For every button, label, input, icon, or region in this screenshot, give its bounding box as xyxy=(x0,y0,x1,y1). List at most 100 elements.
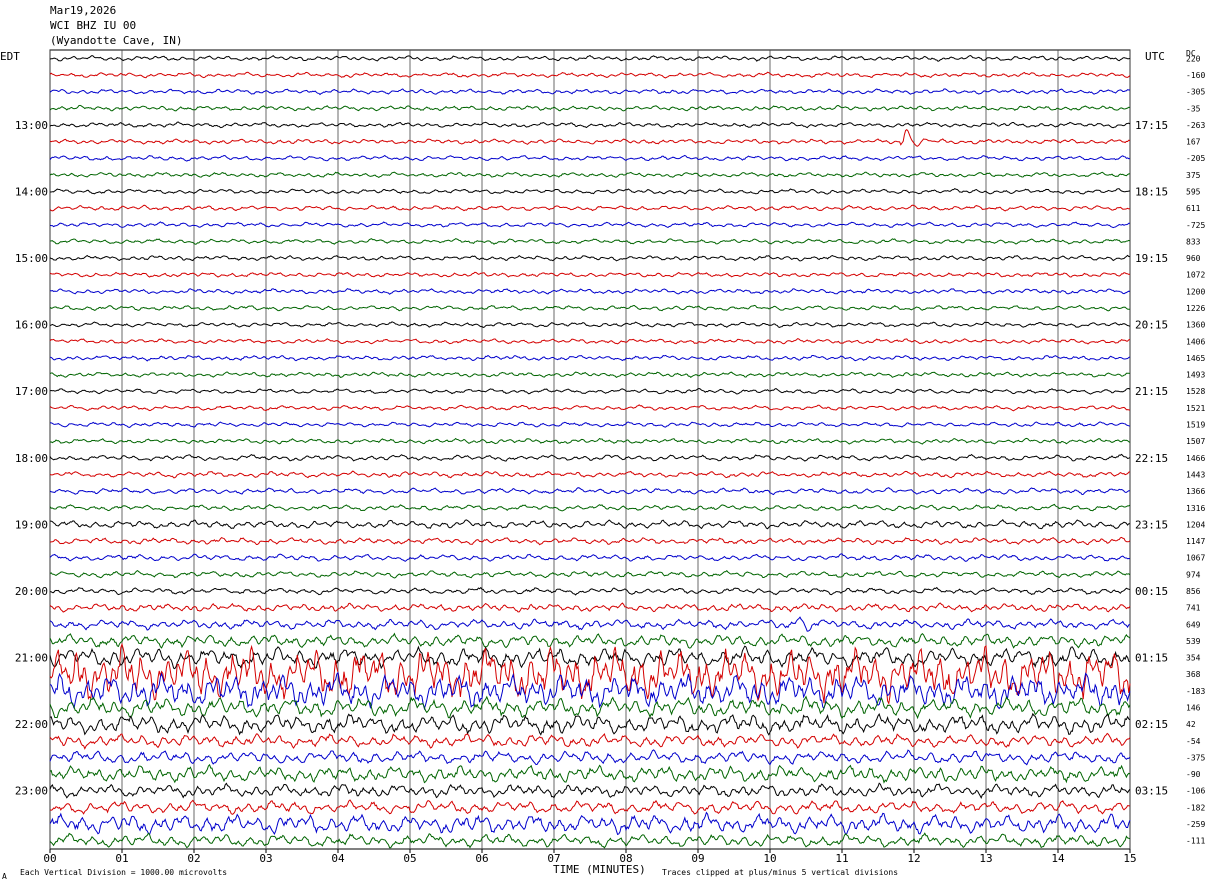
left-hour-label: 22:00 xyxy=(15,718,48,731)
dc-offset-label: 1466 xyxy=(1186,454,1205,463)
x-tick-label: 14 xyxy=(1051,852,1065,865)
dc-offset-label: -90 xyxy=(1186,770,1201,779)
seismic-trace xyxy=(49,749,1131,766)
dc-offset-header: DC xyxy=(1186,49,1196,58)
seismic-trace xyxy=(49,811,1131,836)
dc-offset-label: 649 xyxy=(1186,620,1201,629)
dc-offset-label: 856 xyxy=(1186,587,1201,596)
seismic-trace xyxy=(49,121,1131,129)
dc-offset-label: 167 xyxy=(1186,138,1201,147)
left-hour-label: 20:00 xyxy=(15,585,48,598)
dc-offset-label: 146 xyxy=(1186,704,1201,713)
dc-offset-label: 220 xyxy=(1186,54,1201,63)
seismic-trace xyxy=(49,799,1131,815)
dc-offset-label: 960 xyxy=(1186,254,1201,263)
seismic-trace xyxy=(49,88,1130,96)
left-timezone-label: EDT xyxy=(0,50,20,63)
seismic-trace xyxy=(49,221,1130,229)
seismic-trace xyxy=(50,519,1130,530)
dc-offset-label: 1507 xyxy=(1186,437,1205,446)
seismic-trace xyxy=(49,569,1131,579)
dc-offset-label: 595 xyxy=(1186,187,1201,196)
right-hour-label: 00:15 xyxy=(1135,585,1168,598)
x-tick-label: 06 xyxy=(475,852,488,865)
seismic-trace xyxy=(49,54,1131,62)
dc-offset-label: 1465 xyxy=(1186,354,1205,363)
scale-note: Each Vertical Division = 1000.00 microvo… xyxy=(20,868,228,877)
dc-offset-label: -259 xyxy=(1186,820,1205,829)
x-tick-label: 12 xyxy=(907,852,920,865)
right-hour-label: 03:15 xyxy=(1135,785,1168,798)
dc-offset-label: 368 xyxy=(1186,670,1201,679)
left-hour-label: 23:00 xyxy=(15,785,48,798)
dc-offset-label: 1528 xyxy=(1186,387,1205,396)
right-hour-label: 22:15 xyxy=(1135,452,1168,465)
dc-offset-label: 833 xyxy=(1186,237,1201,246)
right-hour-label: 19:15 xyxy=(1135,252,1168,265)
dc-offset-label: 1204 xyxy=(1186,520,1205,529)
seismic-trace xyxy=(49,338,1131,345)
dc-offset-label: 354 xyxy=(1186,654,1201,663)
dc-offset-label: -54 xyxy=(1186,737,1201,746)
x-tick-label: 08 xyxy=(619,852,632,865)
right-hour-label: 02:15 xyxy=(1135,718,1168,731)
right-hour-label: 20:15 xyxy=(1135,319,1168,332)
seismic-trace xyxy=(49,154,1131,162)
x-tick-label: 15 xyxy=(1123,852,1136,865)
x-tick-label: 03 xyxy=(259,852,272,865)
seismic-trace xyxy=(49,129,1131,147)
dc-offset-label: 1072 xyxy=(1186,271,1205,280)
right-timezone-label: UTC xyxy=(1145,50,1165,63)
x-tick-label: 00 xyxy=(43,852,56,865)
seismic-trace xyxy=(49,271,1131,278)
seismic-trace xyxy=(49,321,1131,328)
left-hour-label: 14:00 xyxy=(15,185,48,198)
dc-offset-label: 1519 xyxy=(1186,421,1205,430)
dc-offset-label: 974 xyxy=(1186,570,1201,579)
corner-mark: A xyxy=(2,872,7,881)
seismic-trace xyxy=(49,421,1131,428)
seismic-trace xyxy=(49,642,1131,706)
right-hour-label: 21:15 xyxy=(1135,385,1168,398)
seismic-trace xyxy=(49,602,1131,613)
seismic-trace xyxy=(49,553,1131,562)
dc-offset-label: -375 xyxy=(1186,753,1205,762)
dc-offset-label: -725 xyxy=(1186,221,1205,230)
seismic-trace xyxy=(49,632,1131,649)
dc-offset-label: 375 xyxy=(1186,171,1201,180)
seismic-trace xyxy=(49,404,1131,412)
seismic-trace xyxy=(49,470,1131,479)
plot-frame xyxy=(49,49,1131,850)
seismic-trace xyxy=(49,616,1131,632)
seismic-trace xyxy=(49,304,1131,312)
seismic-trace xyxy=(49,354,1131,362)
seismic-trace xyxy=(49,732,1131,750)
dc-offset-label: 1406 xyxy=(1186,337,1205,346)
seismic-trace xyxy=(49,171,1131,178)
x-tick-label: 07 xyxy=(547,852,560,865)
seismic-trace xyxy=(49,288,1131,295)
dc-offset-label: 1493 xyxy=(1186,371,1205,380)
station-code: WCI BHZ IU 00 xyxy=(50,19,137,32)
seismic-trace xyxy=(49,387,1131,395)
dc-offset-label: 1226 xyxy=(1186,304,1205,313)
dc-offset-label: 1200 xyxy=(1186,287,1205,296)
dc-offset-label: 1443 xyxy=(1186,470,1205,479)
x-tick-label: 04 xyxy=(331,852,345,865)
left-hour-label: 18:00 xyxy=(15,452,48,465)
seismic-trace xyxy=(49,695,1131,720)
seismic-trace xyxy=(49,782,1131,800)
x-tick-label: 09 xyxy=(691,852,704,865)
seismic-trace xyxy=(49,453,1131,462)
seismic-trace xyxy=(49,712,1131,736)
x-tick-label: 13 xyxy=(979,852,992,865)
dc-offset-label: 1366 xyxy=(1186,487,1205,496)
seismic-trace xyxy=(49,487,1131,496)
dc-offset-label: -263 xyxy=(1186,121,1205,130)
seismic-trace xyxy=(50,586,1131,596)
dc-offset-label: -35 xyxy=(1186,104,1201,113)
seismic-trace xyxy=(49,536,1131,546)
seismic-trace xyxy=(49,71,1131,79)
seismic-trace xyxy=(49,503,1131,512)
